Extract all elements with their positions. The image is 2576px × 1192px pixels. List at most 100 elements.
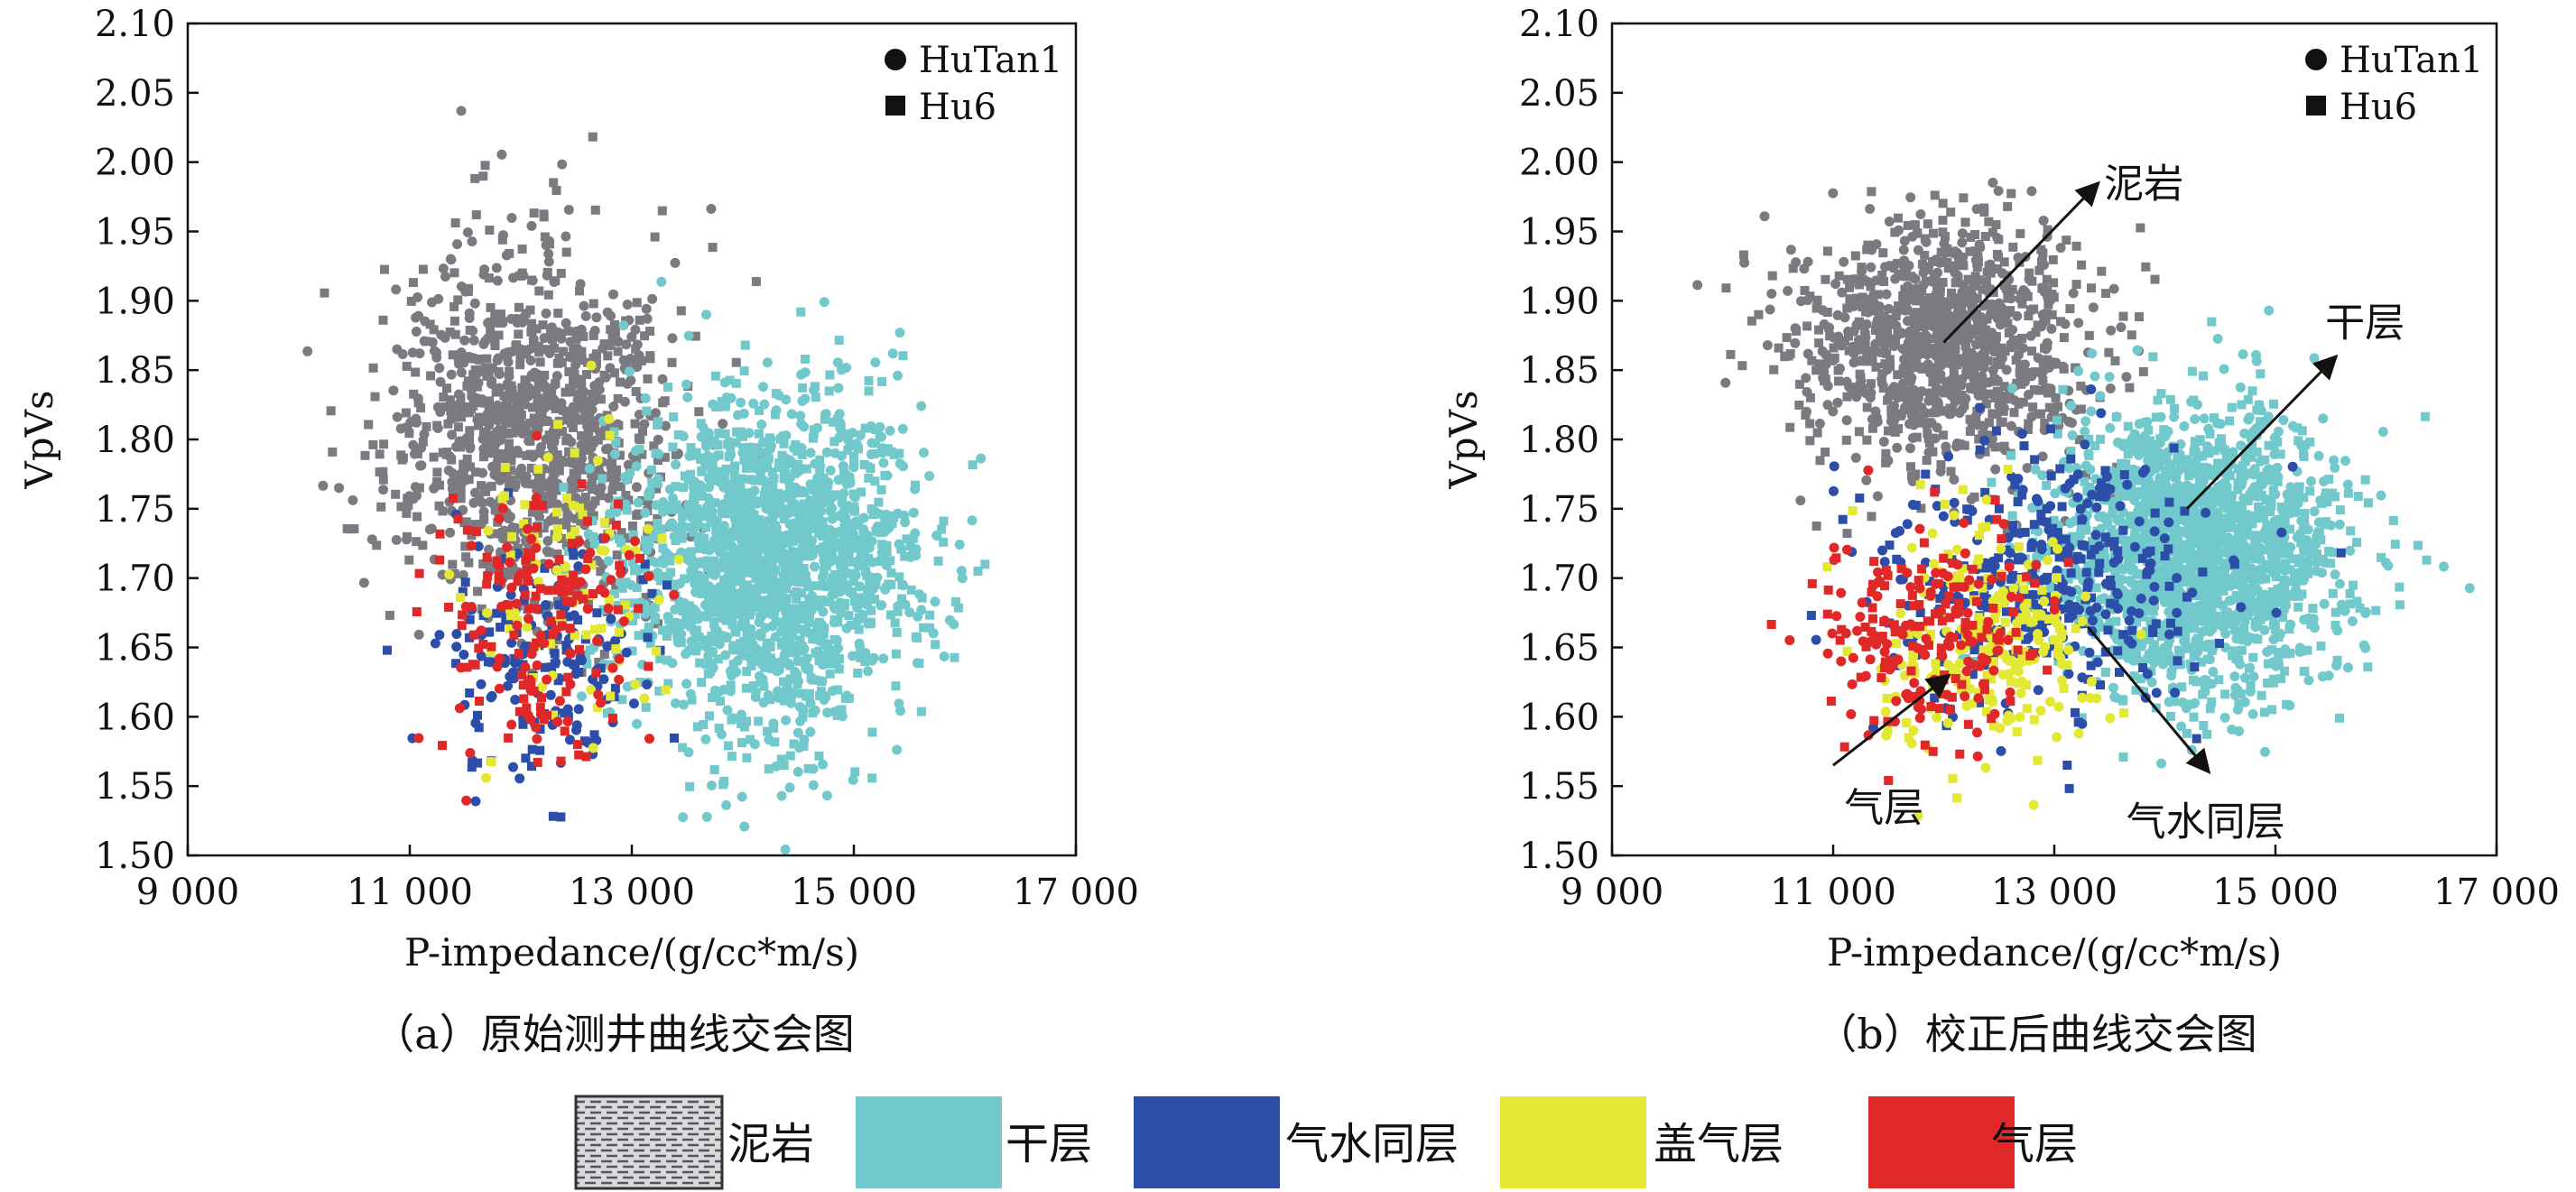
data-point (731, 518, 741, 528)
data-point (1822, 246, 1832, 256)
data-point (438, 506, 448, 516)
data-point (895, 706, 905, 716)
data-point (1863, 307, 1874, 318)
data-point (866, 654, 876, 665)
data-point (779, 533, 789, 543)
data-point (1975, 380, 1986, 391)
data-point (411, 367, 421, 377)
data-point (2267, 705, 2277, 715)
y-tick-label: 2.10 (95, 4, 175, 45)
data-point (705, 460, 715, 470)
data-point (564, 367, 574, 376)
data-point (2108, 283, 2119, 294)
data-point (574, 415, 583, 425)
data-point (498, 317, 507, 327)
data-point (776, 754, 786, 764)
data-point (1821, 448, 1830, 457)
data-point (588, 389, 598, 399)
data-point (774, 390, 784, 401)
data-point (735, 494, 745, 504)
data-point (559, 405, 570, 416)
data-point (717, 583, 727, 594)
data-point (1765, 304, 1775, 315)
data-point (730, 461, 740, 471)
data-point (667, 658, 678, 669)
data-point (781, 559, 792, 570)
data-point (780, 688, 790, 697)
data-point (563, 513, 573, 522)
data-point (829, 617, 839, 628)
data-point (2039, 313, 2049, 323)
data-point (1854, 318, 1864, 328)
data-point (1988, 409, 1997, 419)
data-point (1861, 319, 1872, 329)
data-point (2049, 407, 2060, 418)
data-point (885, 610, 895, 620)
data-point (1868, 290, 1879, 300)
data-point (799, 564, 809, 573)
data-point (679, 483, 689, 493)
data-point (704, 482, 715, 493)
data-point (634, 604, 644, 614)
data-point (1991, 335, 2001, 345)
data-point (1841, 435, 1851, 445)
data-point (653, 513, 663, 523)
data-point (2047, 310, 2057, 319)
data-point (478, 559, 488, 568)
data-point (590, 624, 599, 634)
data-point (772, 550, 783, 561)
data-point (509, 483, 519, 492)
data-point (663, 580, 672, 590)
data-point (449, 412, 459, 422)
data-point (826, 579, 836, 588)
data-point (728, 645, 738, 655)
data-point (486, 481, 496, 491)
data-point (549, 277, 560, 287)
data-point (1978, 421, 1989, 432)
data-point (1961, 370, 1971, 380)
data-point (805, 698, 816, 708)
data-point (1985, 259, 1996, 270)
data-point (637, 449, 647, 459)
data-point (653, 456, 663, 466)
data-point (737, 709, 746, 720)
data-point (683, 330, 694, 341)
data-point (538, 320, 548, 330)
data-point (575, 503, 584, 513)
data-point (1907, 411, 1917, 421)
data-point (575, 644, 584, 654)
data-point (2263, 678, 2273, 688)
data-point (505, 442, 514, 452)
data-point (375, 467, 385, 477)
data-point (832, 412, 843, 423)
data-point (1842, 529, 1852, 539)
data-point (1917, 418, 1927, 428)
data-point (2036, 321, 2047, 332)
data-point (1905, 337, 1916, 348)
data-point (805, 495, 815, 506)
data-point (838, 563, 848, 573)
data-point (905, 541, 915, 550)
data-point (1879, 277, 1889, 286)
data-point (653, 434, 663, 445)
data-point (658, 625, 667, 635)
data-point (603, 708, 612, 718)
data-point (439, 393, 449, 402)
data-point (521, 309, 531, 319)
data-point (730, 588, 741, 599)
data-point (1852, 293, 1861, 303)
data-point (435, 529, 445, 539)
data-point (821, 447, 832, 457)
data-point (828, 417, 838, 427)
data-point (875, 421, 885, 432)
data-point (1922, 333, 1932, 343)
data-point (854, 444, 863, 454)
data-point (603, 556, 614, 567)
data-point (925, 610, 935, 620)
data-point (520, 500, 530, 510)
data-point (866, 605, 876, 615)
data-point (472, 414, 483, 425)
data-point (402, 361, 412, 371)
data-point (456, 485, 466, 494)
data-point (792, 679, 802, 689)
